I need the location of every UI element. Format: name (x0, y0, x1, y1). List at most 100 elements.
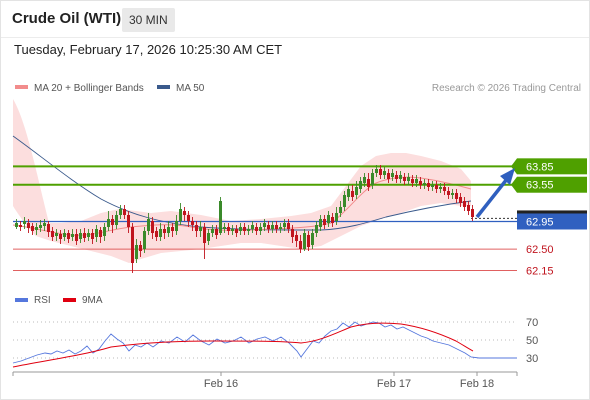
candle-body (351, 191, 354, 197)
candle-body (415, 179, 418, 183)
candle-body (395, 175, 398, 179)
candle-body (331, 217, 334, 223)
candle-body (435, 185, 438, 189)
candle-body (207, 233, 210, 241)
candle-body (371, 173, 374, 185)
candle-body (167, 227, 170, 233)
candle-body (179, 209, 182, 221)
rsi-tick-label: 50 (526, 335, 538, 347)
candle-body (143, 231, 146, 249)
candle-body (307, 235, 310, 247)
instrument-title: Crude Oil (WTI) (12, 10, 122, 27)
candle-body (51, 231, 54, 237)
candle-body (387, 173, 390, 179)
candle-body (159, 229, 162, 237)
candle-body (251, 225, 254, 229)
candle-body (471, 209, 474, 217)
candle-body (223, 227, 226, 229)
candle-body (63, 233, 66, 237)
chart-header: Crude Oil (WTI) 30 MIN (1, 1, 589, 37)
candle-body (91, 233, 94, 239)
rsi-ma-line (12, 322, 474, 368)
candle-body (103, 227, 106, 236)
rsi-tick-label: 70 (526, 317, 538, 329)
candle-body (327, 215, 330, 223)
candle-body (35, 227, 38, 230)
copyright-text: Research © 2026 Trading Central (432, 83, 581, 94)
candle-body (191, 221, 194, 225)
candle-body (403, 177, 406, 181)
candle-body (163, 229, 166, 233)
resistance-price-tag (517, 158, 587, 175)
candle-body (311, 233, 314, 245)
candle-body (151, 221, 154, 233)
candle-body (59, 234, 62, 239)
candle-body (303, 233, 306, 249)
candle-body (299, 241, 302, 249)
candle-body (451, 193, 454, 195)
candle-body (171, 227, 174, 231)
candle-body (139, 245, 142, 251)
candle-body (439, 187, 442, 189)
candle-body (367, 179, 370, 187)
candle-body (319, 219, 322, 227)
x-axis-label: Feb 17 (377, 378, 411, 390)
forecast-arrow-head (500, 168, 515, 185)
candle-body (95, 229, 98, 237)
rsi-ma-legend-label: 9MA (82, 295, 103, 306)
candle-body (79, 233, 82, 239)
candle-body (335, 213, 338, 221)
candle-body (43, 223, 46, 226)
candle-body (175, 221, 178, 231)
ma20-legend-label: MA 20 + Bollinger Bands (34, 83, 144, 94)
support-price-label: 62.50 (526, 244, 554, 256)
candle-body (227, 227, 230, 231)
candle-body (431, 185, 434, 187)
candle-body (71, 234, 74, 237)
candle-body (391, 173, 394, 177)
candle-body (107, 219, 110, 227)
candle-body (111, 219, 114, 225)
candle-body (19, 225, 22, 227)
candle-body (459, 197, 462, 203)
candle-body (375, 169, 378, 173)
candle-body (247, 229, 250, 231)
rsi-tick-label: 30 (526, 353, 538, 365)
candle-body (275, 225, 278, 229)
candle-body (131, 227, 134, 263)
candle-body (87, 233, 90, 237)
candlestick-series (15, 165, 474, 273)
candle-body (115, 215, 118, 225)
forecast-arrow-line (475, 177, 509, 219)
candle-body (343, 195, 346, 207)
pivot-price-tag (517, 213, 587, 230)
candle-body (419, 181, 422, 185)
candle-body (155, 231, 158, 237)
candle-body (15, 223, 18, 227)
pivot-price-label: 62.95 (526, 217, 554, 229)
candle-body (183, 211, 186, 215)
x-axis-label: Feb 18 (460, 378, 494, 390)
candle-body (203, 227, 206, 243)
candle-body (239, 227, 242, 231)
candle-body (315, 225, 318, 233)
candle-body (463, 201, 466, 207)
candle-body (219, 201, 222, 233)
header-divider (1, 37, 589, 38)
candle-body (55, 233, 58, 236)
candle-body (235, 229, 238, 233)
candle-body (195, 225, 198, 231)
resistance-price-label: 63.85 (526, 161, 554, 173)
ma50-legend-swatch (157, 85, 170, 89)
candle-body (67, 233, 70, 239)
rsi-line (12, 321, 517, 364)
candle-body (447, 191, 450, 195)
candle-body (99, 230, 102, 237)
candle-body (187, 215, 190, 221)
candle-body (399, 175, 402, 179)
candle-body (379, 169, 382, 175)
candle-body (119, 209, 122, 215)
timeframe-button[interactable]: 30 MIN (122, 8, 175, 32)
candle-body (339, 207, 342, 213)
